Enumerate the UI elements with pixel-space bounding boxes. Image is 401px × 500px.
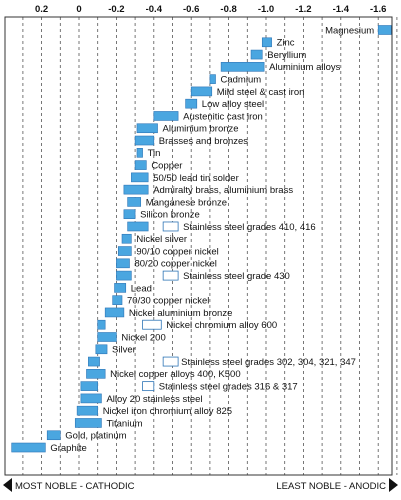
footer-right-label: LEAST NOBLE - ANODIC — [276, 481, 386, 492]
active-range-bar — [131, 172, 149, 183]
metal-label: Copper — [151, 160, 182, 171]
active-range-bar — [190, 86, 213, 97]
metal-label: Lead — [131, 283, 152, 294]
active-range-bar — [220, 62, 265, 72]
active-range-bar — [377, 25, 392, 35]
metal-label: Nickel copper alloys 400, K500 — [110, 369, 240, 380]
metal-label: Stainless steel grades 316 & 317 — [159, 382, 298, 393]
active-range-bar — [127, 197, 142, 207]
metal-label: Stainless steel grades 302, 304, 321, 34… — [181, 357, 356, 368]
metal-label: 50/50 lead tin solder — [153, 173, 239, 184]
active-range-bar — [88, 356, 100, 367]
active-range-bar — [95, 344, 108, 355]
active-range-bar — [104, 307, 125, 318]
active-range-bar — [114, 283, 127, 293]
x-tick-label: -1.0 — [258, 4, 274, 15]
left-arrow-icon — [3, 478, 12, 492]
metal-label: Nickel iron chromium alloy 825 — [103, 406, 232, 417]
passive-range-bar — [142, 381, 155, 392]
metal-label: 90/10 copper nickel — [136, 246, 218, 257]
active-range-bar — [127, 221, 149, 232]
passive-range-bar — [142, 319, 162, 330]
active-range-bar — [97, 332, 117, 342]
active-range-bar — [209, 74, 216, 84]
metal-label: Admiralty brass, aluminium brass — [153, 185, 293, 196]
metal-label: 80/20 copper nickel — [134, 259, 216, 270]
metal-label: Beryllium — [267, 50, 306, 61]
metal-label: Manganese bronze — [146, 197, 227, 208]
active-range-bar — [46, 430, 61, 441]
metal-label: Magnesium — [325, 25, 374, 36]
active-range-bar — [116, 270, 132, 281]
active-range-bar — [123, 209, 136, 219]
metal-label: Silver — [112, 345, 136, 356]
metal-label: Mild steel & cast iron — [217, 87, 305, 98]
metal-label: Zinc — [277, 38, 295, 49]
x-tick-label: -1.6 — [370, 4, 386, 15]
metal-label: Graphite — [50, 443, 86, 454]
metal-label: 70/30 copper nickel — [127, 296, 209, 307]
grid-lines — [22, 17, 398, 475]
x-tick-label: 0.2 — [35, 4, 48, 15]
metal-label: Nickel silver — [136, 234, 187, 245]
active-range-bar — [97, 319, 106, 330]
metal-label: Nickel 200 — [121, 332, 165, 343]
passive-range-bar — [162, 270, 179, 281]
metal-label: Stainless steel grades 410, 416 — [183, 222, 316, 233]
active-range-bar — [80, 381, 99, 391]
active-range-bar — [121, 233, 132, 244]
plot-frame — [4, 16, 393, 476]
x-tick-label: -0.4 — [146, 4, 163, 15]
footer: MOST NOBLE - CATHODIC LEAST NOBLE - ANOD… — [3, 478, 398, 492]
active-range-bar — [134, 135, 155, 146]
passive-range-bar — [162, 356, 179, 367]
metal-label: Stainless steel grade 430 — [183, 271, 290, 282]
x-tick-label: -0.6 — [183, 4, 199, 15]
active-range-bar — [250, 49, 263, 60]
potential-bars — [11, 25, 392, 453]
metal-label: Titanium — [106, 418, 142, 429]
active-range-bar — [136, 148, 143, 158]
active-range-bar — [116, 258, 130, 269]
right-arrow-icon — [389, 478, 398, 492]
metal-label: Alloy 20 stainless steel — [106, 394, 202, 405]
metal-label: Nickel aluminium bronze — [129, 308, 232, 319]
metal-label: Low alloy steel — [202, 99, 264, 110]
x-tick-label: -1.4 — [333, 4, 350, 15]
metal-label: Silicon bronze — [140, 210, 200, 221]
active-range-bar — [117, 246, 132, 256]
active-range-bar — [136, 123, 158, 134]
metal-label: Nickel chromium alloy 600 — [166, 320, 277, 331]
x-axis-ticks: 0.2 0 -0.2 -0.4 -0.6 -0.8 -1.0 -1.2 -1.4 -1.6 — [35, 4, 386, 15]
active-range-bar — [112, 295, 123, 305]
footer-left-label: MOST NOBLE - CATHODIC — [15, 481, 135, 492]
active-range-bar — [74, 418, 102, 428]
metal-label: Cadmium — [221, 75, 262, 86]
active-range-bar — [123, 184, 149, 195]
metal-label: Gold, platinum — [65, 431, 126, 442]
active-range-bar — [76, 405, 98, 416]
passive-range-bar — [162, 221, 179, 232]
metal-label: Aluminium alloys — [269, 62, 341, 73]
active-range-bar — [86, 369, 106, 379]
active-range-bar — [153, 111, 179, 121]
active-range-bar — [11, 442, 46, 453]
metal-label: Tin — [148, 148, 161, 159]
active-range-bar — [261, 37, 272, 48]
metal-label: Aluminium bronze — [163, 124, 239, 135]
active-range-bar — [80, 393, 102, 404]
active-range-bar — [134, 160, 147, 170]
x-tick-label: -0.2 — [108, 4, 124, 15]
x-tick-label: -0.8 — [220, 4, 236, 15]
active-range-bar — [185, 98, 198, 109]
x-tick-label: 0 — [76, 4, 81, 15]
metal-label: Brasses and bronzes — [159, 136, 248, 147]
metal-label: Austenitic cast iron — [183, 111, 263, 122]
x-tick-label: -1.2 — [295, 4, 311, 15]
